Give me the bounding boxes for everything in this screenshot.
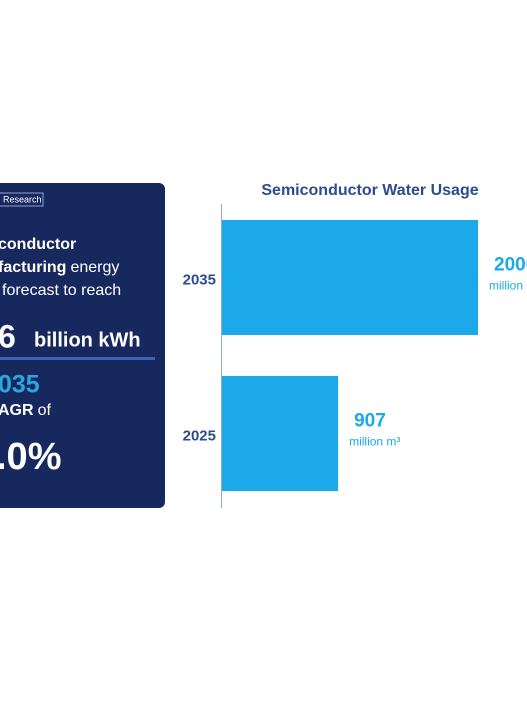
tag-box bbox=[0, 192, 44, 207]
big-number: 6 bbox=[0, 318, 16, 354]
bar bbox=[222, 376, 339, 491]
panel-line: conductor bbox=[0, 236, 76, 253]
panel-bold: facturing bbox=[0, 259, 66, 276]
value-unit: million m³ bbox=[489, 279, 527, 293]
value-label: 907 bbox=[354, 411, 386, 432]
rate: .0% bbox=[0, 436, 61, 478]
panel-bold: AGR bbox=[0, 402, 34, 419]
value-unit: million m³ bbox=[349, 435, 400, 449]
panel bbox=[0, 183, 165, 508]
tag: Research bbox=[3, 194, 42, 204]
divider bbox=[0, 357, 155, 360]
panel-line: facturing energy bbox=[0, 259, 119, 276]
panel-text: energy bbox=[70, 259, 119, 276]
year: 035 bbox=[0, 371, 40, 399]
y-tick-label: 2025 bbox=[183, 427, 216, 444]
y-tick-label: 2035 bbox=[183, 271, 216, 288]
panel-line: AGR of bbox=[0, 402, 51, 419]
value-label: 2000 bbox=[494, 255, 527, 276]
panel-text: of bbox=[38, 402, 52, 419]
chart-title: Semiconductor Water Usage bbox=[261, 182, 478, 199]
big-unit: billion kWh bbox=[34, 329, 141, 351]
panel-line: forecast to reach bbox=[2, 282, 121, 299]
bar bbox=[222, 220, 478, 335]
